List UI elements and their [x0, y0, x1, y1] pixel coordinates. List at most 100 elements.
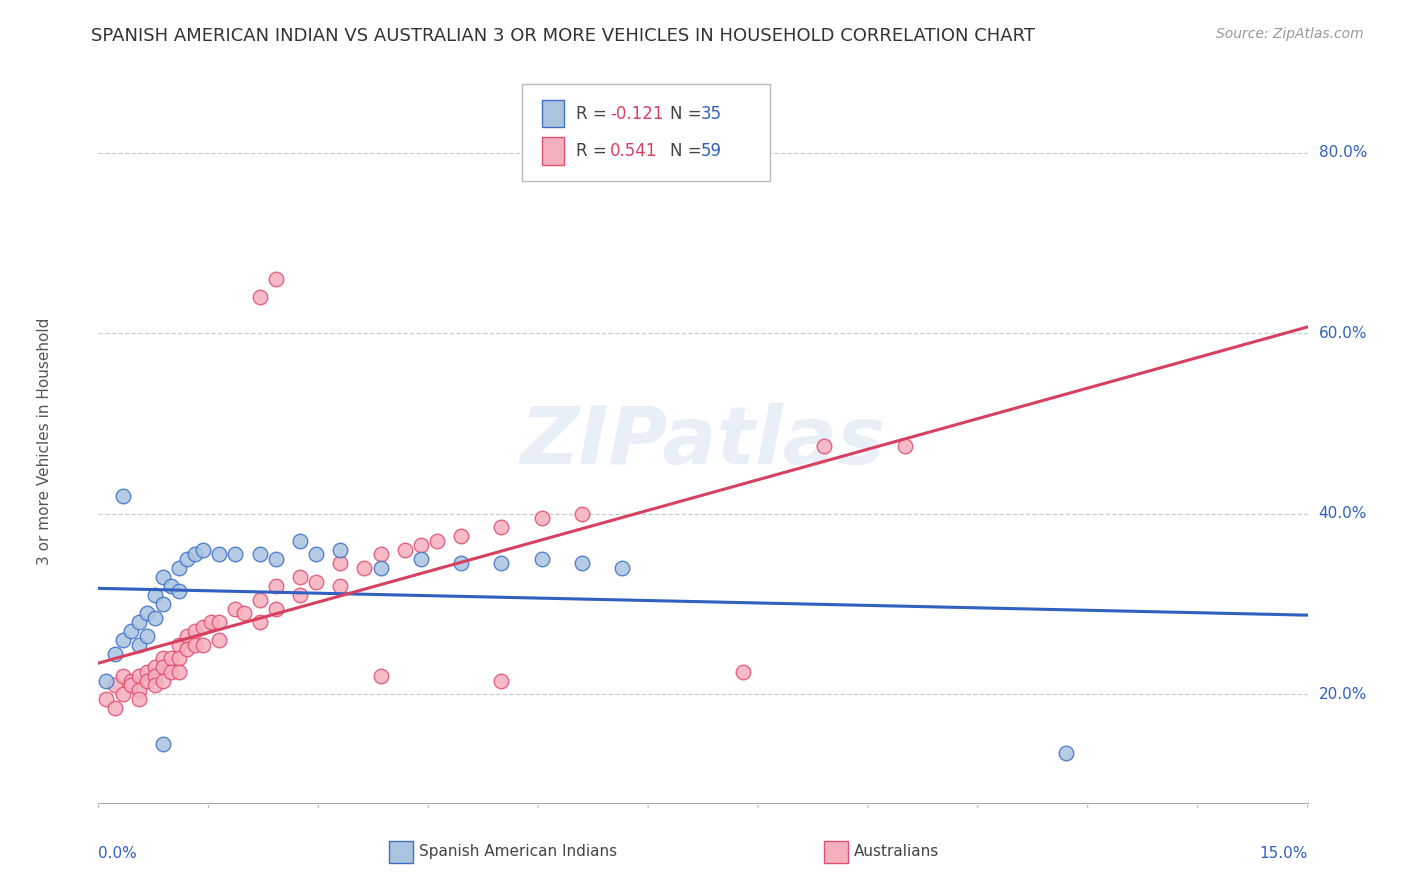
Point [288, 570, 311, 584]
Text: -0.121: -0.121 [610, 104, 664, 122]
Point [1054, 746, 1077, 760]
Text: N =: N = [671, 104, 707, 122]
Point [353, 561, 375, 575]
Point [184, 638, 207, 652]
Point [143, 588, 166, 602]
Point [813, 439, 835, 453]
Point [264, 601, 287, 615]
Point [612, 561, 634, 575]
Point [733, 665, 755, 679]
Text: Source: ZipAtlas.com: Source: ZipAtlas.com [1216, 27, 1364, 41]
Text: ZIPatlas: ZIPatlas [520, 402, 886, 481]
Point [208, 633, 231, 648]
Point [135, 629, 157, 643]
Point [160, 651, 183, 665]
Point [128, 692, 150, 706]
Point [409, 552, 432, 566]
Point [176, 629, 198, 643]
Point [152, 673, 174, 688]
Point [176, 552, 198, 566]
Point [224, 601, 246, 615]
Point [249, 548, 271, 562]
Bar [543, 137, 564, 165]
Point [370, 548, 392, 562]
Point [370, 669, 392, 683]
Point [409, 538, 432, 552]
Point [571, 557, 593, 571]
Text: Spanish American Indians: Spanish American Indians [419, 845, 617, 859]
Point [143, 660, 166, 674]
Point [120, 673, 142, 688]
Point [143, 669, 166, 683]
Point [893, 439, 915, 453]
Text: 80.0%: 80.0% [1319, 145, 1367, 160]
Point [530, 511, 553, 525]
Point [305, 548, 328, 562]
Point [111, 687, 134, 701]
Point [329, 579, 352, 593]
Point [152, 597, 174, 611]
Point [143, 678, 166, 692]
Point [128, 638, 150, 652]
Point [167, 561, 190, 575]
Text: 15.0%: 15.0% [1260, 847, 1308, 861]
Point [160, 665, 183, 679]
Point [135, 673, 157, 688]
Point [193, 542, 215, 557]
Point [96, 692, 118, 706]
Point [288, 533, 311, 548]
Point [167, 651, 190, 665]
Point [450, 529, 472, 543]
Point [208, 615, 231, 630]
Point [264, 579, 287, 593]
Point [249, 592, 271, 607]
Point [208, 548, 231, 562]
Text: R =: R = [576, 142, 612, 160]
Point [491, 520, 513, 534]
Bar [388, 841, 413, 863]
Point [143, 610, 166, 624]
Text: 60.0%: 60.0% [1319, 326, 1367, 341]
Point [96, 673, 118, 688]
Point [152, 660, 174, 674]
Point [111, 669, 134, 683]
Point [200, 615, 222, 630]
Point [530, 552, 553, 566]
Bar [824, 841, 848, 863]
Point [264, 272, 287, 286]
Point [184, 624, 207, 639]
Point [167, 665, 190, 679]
Point [224, 548, 246, 562]
Text: 3 or more Vehicles in Household: 3 or more Vehicles in Household [37, 318, 52, 566]
Point [103, 647, 125, 661]
Point [167, 583, 190, 598]
Point [193, 620, 215, 634]
Point [120, 678, 142, 692]
Point [491, 673, 513, 688]
Text: 59: 59 [700, 142, 721, 160]
Point [288, 588, 311, 602]
Text: 0.0%: 0.0% [98, 847, 138, 861]
Point [450, 557, 472, 571]
Point [329, 557, 352, 571]
Point [305, 574, 328, 589]
Point [176, 642, 198, 657]
Text: 0.541: 0.541 [610, 142, 657, 160]
Point [103, 678, 125, 692]
Point [167, 638, 190, 652]
Point [120, 624, 142, 639]
Text: R =: R = [576, 104, 612, 122]
Point [128, 682, 150, 697]
Point [128, 669, 150, 683]
Text: Australians: Australians [855, 845, 939, 859]
Point [329, 542, 352, 557]
Point [103, 701, 125, 715]
Point [232, 606, 254, 620]
Text: 20.0%: 20.0% [1319, 687, 1367, 702]
Point [152, 737, 174, 751]
Point [264, 552, 287, 566]
Point [152, 570, 174, 584]
Point [571, 507, 593, 521]
Text: 35: 35 [700, 104, 721, 122]
Bar [543, 100, 564, 128]
